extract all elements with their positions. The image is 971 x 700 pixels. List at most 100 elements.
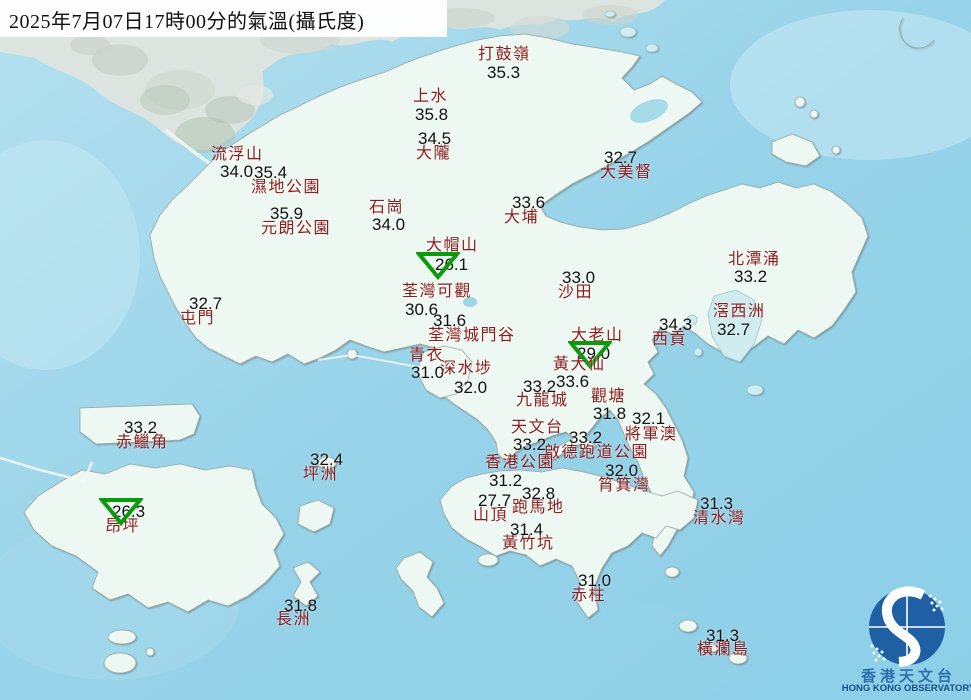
station-temperature-value: 34.5 — [418, 129, 452, 148]
station-temperature-value: 34.0 — [220, 162, 254, 181]
station-temperature-value: 31.8 — [593, 404, 627, 423]
station-name: 昂坪 — [105, 518, 141, 535]
station-name: 將軍澳 — [625, 426, 678, 443]
station-temperature-value: 35.8 — [415, 105, 449, 124]
station-temperature-value: 31.0 — [578, 571, 612, 590]
station-name: 大埔 — [504, 209, 540, 226]
station-temperature-value: 31.0 — [411, 363, 445, 382]
station-name: 長洲 — [276, 611, 312, 628]
land-islet — [809, 109, 819, 119]
land-ap-lei-chau — [477, 553, 499, 567]
land-po-toi-group — [705, 643, 719, 653]
station-name: 石崗 — [369, 199, 405, 216]
station-name: 大帽山 — [426, 237, 479, 254]
land-cheung-chau — [292, 561, 321, 607]
land-islet — [794, 96, 806, 108]
station-temperature-value: 33.6 — [512, 193, 546, 212]
land-islet — [145, 647, 155, 657]
station-name: 黃竹坑 — [502, 535, 555, 552]
station-temperature-value: 33.0 — [562, 268, 596, 287]
station-temperature-value: 32.7 — [604, 148, 638, 167]
land-waglan-island — [728, 651, 748, 665]
station-name: 流浮山 — [211, 146, 264, 163]
station-name: 深水埗 — [440, 360, 493, 377]
station-name: 觀塘 — [591, 388, 627, 405]
station-temperature-value: 26.3 — [112, 502, 146, 521]
sea-haze — [300, 590, 740, 700]
hko-logo-english-name: HONG KONG OBSERVATORY — [841, 683, 971, 694]
station-name: 大老山 — [571, 327, 624, 344]
station-name: 荃灣可觀 — [402, 283, 473, 300]
land-tap-mun — [771, 133, 821, 167]
land-soko-islands — [107, 629, 137, 645]
station-name: 山頂 — [473, 507, 509, 524]
station-temperature-value: 32.0 — [605, 461, 639, 480]
land-sharp-island — [686, 314, 698, 326]
sea-haze — [0, 140, 140, 370]
land-soko-islands — [103, 652, 137, 674]
station-name: 大美督 — [600, 164, 653, 181]
station-name: 西貢 — [652, 331, 688, 348]
land-islet — [645, 43, 659, 53]
land-port-island — [831, 145, 841, 155]
hko-logo: 香港天文台 HONG KONG OBSERVATORY — [842, 585, 971, 700]
tsing-ma-bridge — [317, 353, 425, 369]
station-temperature-value: 32.4 — [310, 450, 344, 469]
station-temperature-value: 32.1 — [632, 409, 666, 428]
station-temperature-value: 31.6 — [433, 311, 467, 330]
station-name: 沙田 — [558, 284, 594, 301]
station-name: 大隴 — [416, 145, 452, 162]
station-temperature-value: 31.4 — [510, 520, 544, 539]
station-temperature-value: 31.8 — [284, 596, 318, 615]
land-kau-sai-chau — [707, 289, 763, 363]
station-temperature-value: 31.2 — [489, 471, 523, 490]
station-name: 天文台 — [511, 419, 564, 436]
land-islet — [693, 347, 703, 357]
station-name: 坪洲 — [303, 466, 339, 483]
station-temperature-value: 35.4 — [254, 163, 288, 182]
land-jin-island — [746, 384, 764, 396]
station-name: 青衣 — [409, 347, 445, 364]
shing-mun-reservoir — [463, 297, 477, 307]
station-name: 清水灣 — [693, 510, 746, 527]
station-name: 上水 — [413, 88, 449, 105]
plover-cove — [630, 99, 668, 123]
station-name: 打鼓嶺 — [478, 46, 531, 63]
title-banner — [0, 0, 447, 37]
station-name: 筲箕灣 — [598, 477, 651, 494]
station-temperature-value: 34.0 — [372, 215, 406, 234]
station-name: 九龍城 — [516, 392, 569, 409]
land-hong-kong-island — [439, 467, 699, 619]
land-tung-lung-chau — [664, 566, 680, 578]
land-po-toi-group — [678, 619, 698, 633]
station-name: 跑馬地 — [512, 499, 565, 516]
land-lamma-island — [395, 551, 445, 618]
station-name: 北潭涌 — [728, 251, 781, 268]
hzmb-bridge — [0, 456, 94, 483]
station-temperature-value: 26.1 — [435, 255, 469, 274]
station-name: 啟德跑道公園 — [544, 444, 650, 461]
land-peng-chau — [317, 456, 337, 470]
station-name: 橫瀾島 — [697, 641, 750, 658]
station-name: 屯門 — [180, 310, 216, 327]
station-temperature-value: 35.9 — [270, 204, 304, 223]
station-temperature-value: 33.2 — [124, 418, 158, 437]
station-temperature-value: 33.2 — [734, 267, 768, 286]
station-name: 元朗公園 — [261, 220, 332, 237]
station-temperature-value: 31.3 — [706, 626, 740, 645]
station-name: 黃大仙 — [553, 356, 606, 373]
station-name: 滘西洲 — [713, 303, 766, 320]
land-lantau-island — [23, 463, 285, 613]
station-name: 香港公園 — [485, 454, 556, 471]
hko-logo-mark — [869, 586, 945, 667]
land-hei-ling-chau — [297, 499, 335, 533]
station-temperature-value: 33.2 — [513, 435, 547, 454]
station-temperature-value: 31.3 — [700, 494, 734, 513]
station-temperature-value: 34.3 — [659, 315, 693, 334]
sea-haze — [730, 10, 971, 160]
station-temperature-value: 33.2 — [523, 377, 557, 396]
station-temperature-value: 35.3 — [487, 63, 521, 82]
station-temperature-value: 33.6 — [556, 372, 590, 391]
